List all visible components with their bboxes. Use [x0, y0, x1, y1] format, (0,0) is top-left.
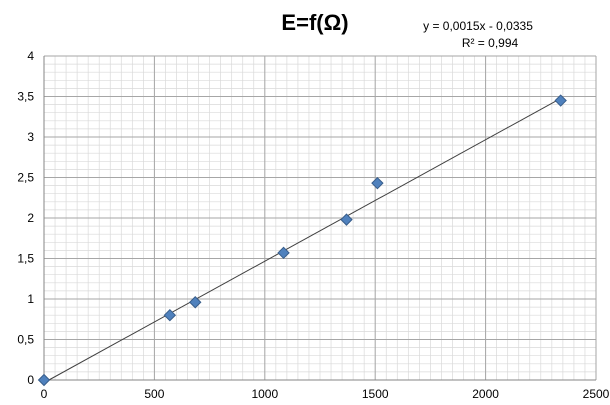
x-tick-label: 1500 — [362, 387, 389, 401]
y-tick-label: 2,5 — [17, 171, 34, 185]
chart-title: E=f(Ω) — [281, 10, 348, 35]
data-point — [554, 94, 567, 107]
x-tick-label: 2500 — [583, 387, 610, 401]
y-tick-label: 0,5 — [17, 333, 34, 347]
x-tick-label: 2000 — [472, 387, 499, 401]
trendline-r-squared: R² = 0,994 — [462, 36, 519, 50]
y-tick-label: 3 — [27, 130, 34, 144]
data-points — [37, 94, 567, 387]
x-tick-label: 0 — [41, 387, 48, 401]
x-tick-label: 500 — [144, 387, 164, 401]
gridlines — [43, 55, 597, 381]
y-tick-label: 1 — [27, 292, 34, 306]
tick-labels: 0 0,5 1 1,5 2 2,5 3 3,5 4 0 500 1000 1500 2000 2500 — [17, 49, 609, 401]
data-point — [163, 308, 177, 322]
data-point — [189, 296, 202, 309]
data-point — [340, 213, 353, 226]
y-tick-label: 1,5 — [17, 252, 34, 266]
trendline-line — [48, 97, 561, 381]
trendline-equation: y = 0,0015x - 0,0335 — [423, 19, 533, 33]
y-tick-label: 2 — [27, 211, 34, 225]
data-point — [371, 176, 384, 190]
trendline — [48, 97, 561, 381]
y-tick-label: 4 — [27, 49, 34, 63]
axes — [43, 56, 596, 381]
data-point — [277, 246, 290, 260]
y-tick-label: 3,5 — [17, 90, 34, 104]
data-point — [37, 373, 51, 387]
y-tick-label: 0 — [27, 373, 34, 387]
x-tick-label: 1000 — [251, 387, 278, 401]
